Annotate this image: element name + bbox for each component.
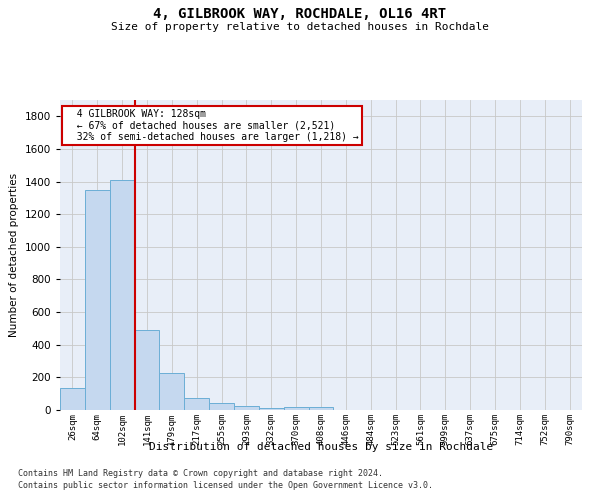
- Text: Contains HM Land Registry data © Crown copyright and database right 2024.: Contains HM Land Registry data © Crown c…: [18, 468, 383, 477]
- Bar: [209, 403, 234, 410]
- Bar: [284, 407, 308, 410]
- Bar: [60, 388, 85, 410]
- Text: Distribution of detached houses by size in Rochdale: Distribution of detached houses by size …: [149, 442, 493, 452]
- Bar: [259, 408, 284, 410]
- Text: 4, GILBROOK WAY, ROCHDALE, OL16 4RT: 4, GILBROOK WAY, ROCHDALE, OL16 4RT: [154, 8, 446, 22]
- Bar: [85, 190, 110, 410]
- Bar: [308, 407, 334, 410]
- Bar: [184, 398, 209, 410]
- Bar: [234, 406, 259, 410]
- Text: 4 GILBROOK WAY: 128sqm
  ← 67% of detached houses are smaller (2,521)
  32% of s: 4 GILBROOK WAY: 128sqm ← 67% of detached…: [65, 110, 359, 142]
- Text: Contains public sector information licensed under the Open Government Licence v3: Contains public sector information licen…: [18, 481, 433, 490]
- Bar: [110, 180, 134, 410]
- Bar: [160, 374, 184, 410]
- Y-axis label: Number of detached properties: Number of detached properties: [9, 173, 19, 337]
- Bar: [134, 330, 160, 410]
- Text: Size of property relative to detached houses in Rochdale: Size of property relative to detached ho…: [111, 22, 489, 32]
